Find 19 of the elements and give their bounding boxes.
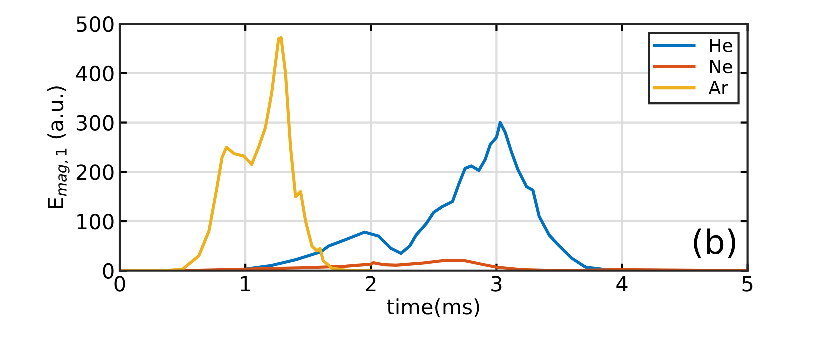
legend-label: He bbox=[710, 39, 732, 52]
legend-label: Ar bbox=[708, 81, 728, 94]
y-tick-label: 200 bbox=[76, 164, 114, 180]
x-tick-label: 5 bbox=[742, 276, 753, 292]
y-tick-label: 100 bbox=[78, 214, 114, 230]
line-series bbox=[120, 36, 373, 271]
y-axis-title: E$_{mag,1}$ (a.u.) bbox=[48, 86, 70, 208]
x-tick-label: 3 bbox=[492, 276, 502, 292]
x-axis-title: time(ms) bbox=[387, 298, 480, 318]
x-tick-label: 0 bbox=[114, 276, 126, 292]
x-tick-label: 4 bbox=[616, 276, 628, 292]
x-tick-label: 2 bbox=[366, 276, 376, 292]
y-tick-label: 500 bbox=[77, 16, 114, 32]
annotation: (b) bbox=[694, 228, 736, 258]
x-tick-label: 1 bbox=[241, 276, 250, 292]
y-tick-label: 300 bbox=[76, 115, 114, 131]
y-tick-label: 400 bbox=[76, 66, 114, 82]
legend-label: Ne bbox=[710, 60, 732, 74]
y-tick-label: 0 bbox=[103, 263, 114, 280]
